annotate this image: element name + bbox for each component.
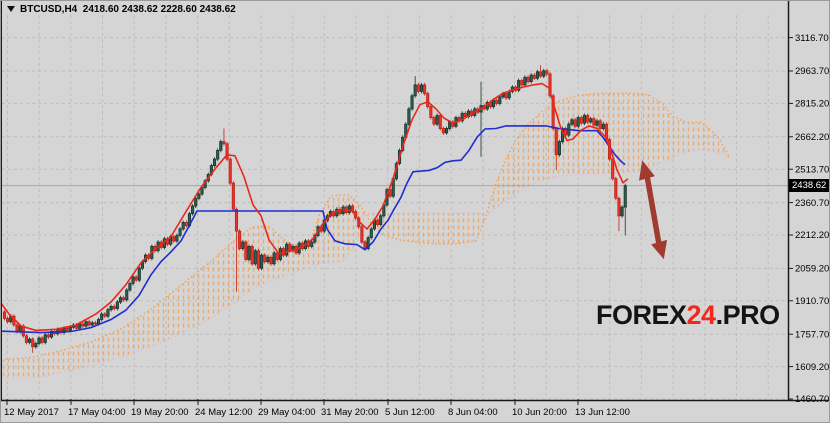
time-axis-label: 17 May 04:00 <box>68 407 126 418</box>
time-axis-label: 5 Jun 12:00 <box>385 407 435 418</box>
kijun-sen-line <box>2 125 626 334</box>
time-axis: 12 May 2017 17 May 04:00 19 May 20:00 24 Ma… <box>4 399 630 418</box>
watermark-logo: FOREX24.PRO <box>596 300 780 331</box>
time-axis-label: 24 May 12:00 <box>195 407 253 418</box>
bear-candles <box>2 65 621 353</box>
price-axis-label: 2963.70 <box>795 66 829 77</box>
price-axis-label: 2662.20 <box>795 132 829 143</box>
time-axis-label: 29 May 04:00 <box>258 407 316 418</box>
senkou-span-a-line <box>2 92 730 361</box>
tenkan-sen-line <box>2 82 629 332</box>
ichimoku-cloud <box>2 93 729 380</box>
price-axis-label: 2360.70 <box>795 198 829 209</box>
price-axis-label: 1460.70 <box>795 394 829 405</box>
price-axis-label: 2815.20 <box>795 99 829 110</box>
current-price-badge: 2438.62 <box>789 179 829 192</box>
time-axis-label: 10 Jun 20:00 <box>512 407 567 418</box>
price-axis-label: 2212.20 <box>795 230 829 241</box>
senkou-span-b-line <box>2 149 730 381</box>
price-axis-label: 2059.20 <box>795 264 829 275</box>
time-axis-label: 8 Jun 04:00 <box>448 407 498 418</box>
time-axis-label: 19 May 20:00 <box>131 407 189 418</box>
price-axis-label: 1757.70 <box>795 329 829 340</box>
time-axis-label: 13 Jun 12:00 <box>575 407 630 418</box>
chart-title-bar: BTCUSD,H4 2418.60 2438.62 2228.60 2438.6… <box>7 3 236 15</box>
chart-ohlc-values: 2418.60 2438.62 2228.60 2438.62 <box>82 3 236 15</box>
price-axis-label: 1910.70 <box>795 296 829 307</box>
chart-title: BTCUSD,H4 2418.60 2438.62 2228.60 2438.6… <box>20 4 236 15</box>
time-axis-label: 31 May 20:00 <box>321 407 379 418</box>
price-axis-label: 3116.70 <box>795 33 829 44</box>
trend-arrow[interactable] <box>638 160 668 260</box>
chart-symbol-period: BTCUSD,H4 <box>20 3 78 15</box>
price-axis-label: 1609.20 <box>795 362 829 373</box>
price-axis: 3116.70 2963.70 2815.20 2662.20 2513.70 2360.… <box>788 33 829 405</box>
watermark-forex: FOREX <box>596 300 687 330</box>
current-price-label: 2438.62 <box>792 180 827 191</box>
watermark-24: 24 <box>686 300 717 330</box>
price-axis-label: 2513.70 <box>795 164 829 175</box>
symbol-marker-icon <box>7 6 15 12</box>
time-axis-label: 12 May 2017 <box>4 407 59 418</box>
watermark-pro: .PRO <box>715 300 781 330</box>
